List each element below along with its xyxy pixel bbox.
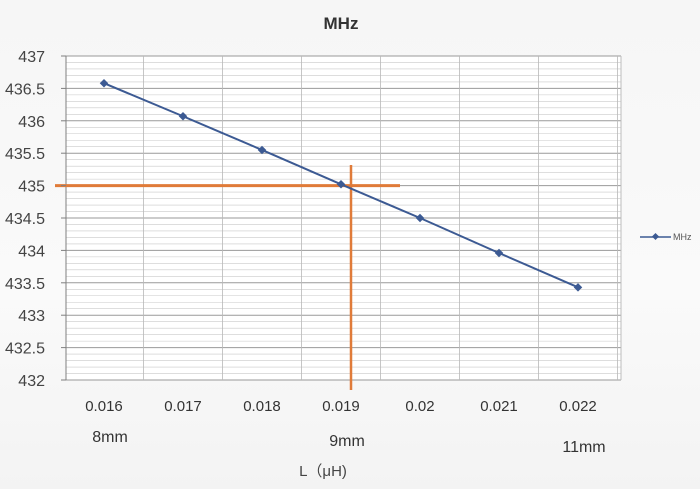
data-point <box>336 180 346 189</box>
x-tick-label: 0.021 <box>480 398 518 415</box>
y-tick-label: 432 <box>18 373 45 390</box>
y-tick-label: 435.5 <box>5 146 45 163</box>
y-tick-label: 433.5 <box>5 276 45 293</box>
y-tick-label: 434.5 <box>5 211 45 228</box>
y-tick-label: 435 <box>18 179 45 196</box>
series-layer <box>99 78 583 292</box>
legend-label: MHz <box>673 232 692 242</box>
y-tick-label: 436.5 <box>5 81 45 98</box>
data-point <box>573 283 583 292</box>
x-tick-label: 0.019 <box>322 398 360 415</box>
x-tick-label: 0.018 <box>243 398 281 415</box>
x-tick-label: 0.02 <box>405 398 434 415</box>
x-tick-label: 0.022 <box>559 398 597 415</box>
x-sub-label: 11mm <box>562 439 605 456</box>
data-point <box>99 78 109 88</box>
y-axis-ticks: 437 436.5 436 435.5 435 434.5 434 433.5 433 432.5… <box>5 49 66 390</box>
data-point <box>257 145 267 155</box>
x-sub-labels: 8mm 9mm 11mm <box>92 429 605 456</box>
chart-title: MHz <box>324 14 359 33</box>
legend: MHz <box>640 232 692 242</box>
data-point <box>178 112 188 121</box>
x-sub-label: 8mm <box>92 429 128 446</box>
data-point <box>415 213 425 223</box>
data-point <box>494 248 504 258</box>
grid <box>65 55 622 381</box>
x-axis-ticks: 0.016 0.017 0.018 0.019 0.02 0.021 0.022 <box>85 398 597 415</box>
y-tick-label: 433 <box>18 308 45 325</box>
y-tick-label: 432.5 <box>5 341 45 358</box>
x-axis-label: L（μH) <box>299 463 347 480</box>
x-tick-label: 0.016 <box>85 398 123 415</box>
x-tick-label: 0.017 <box>164 398 202 415</box>
y-tick-label: 437 <box>18 49 45 66</box>
y-tick-label: 434 <box>18 243 45 260</box>
x-sub-label: 9mm <box>329 433 365 450</box>
legend-marker <box>651 232 660 241</box>
y-tick-label: 436 <box>18 114 45 131</box>
